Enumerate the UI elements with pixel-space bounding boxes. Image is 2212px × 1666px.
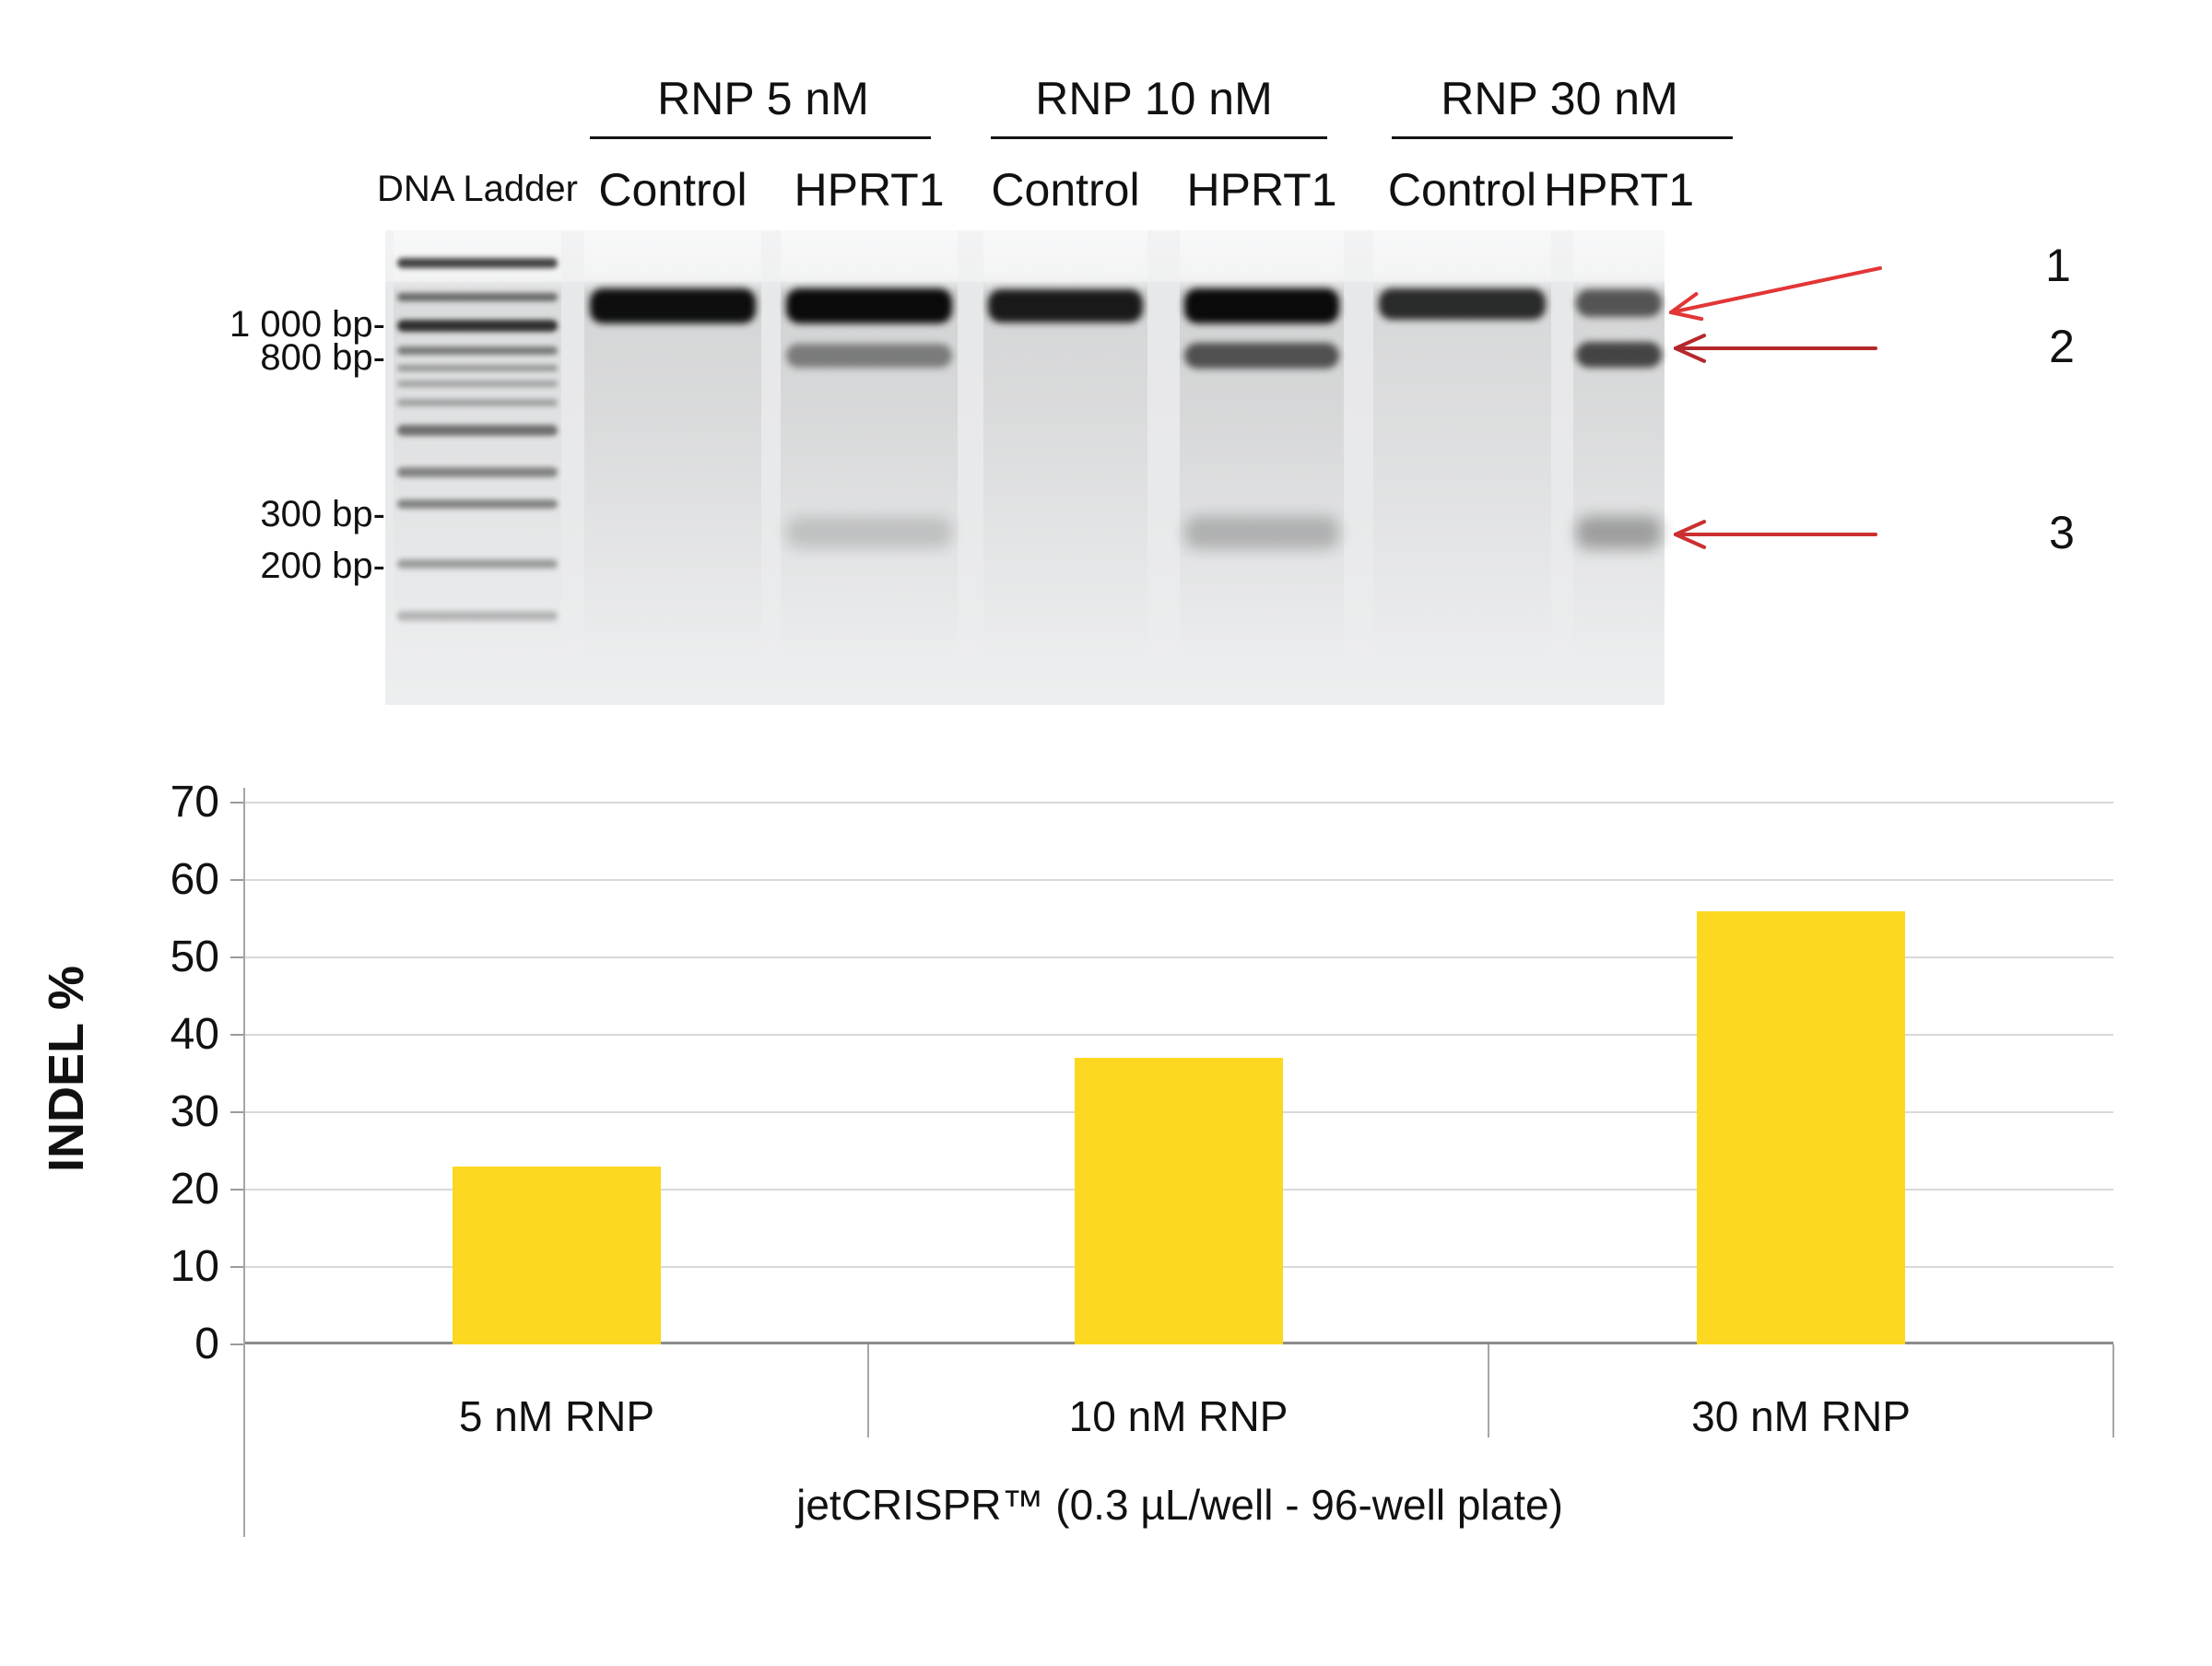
band-arrow <box>1669 311 1704 322</box>
ytick-stub-0 <box>230 1343 245 1345</box>
band-number-3: 3 <box>2049 507 2075 558</box>
ladder-band <box>396 466 559 477</box>
band-arrow <box>1674 533 1707 549</box>
category-label-1: 5 nM RNP <box>458 1392 655 1440</box>
category-label-3: 30 nM RNP <box>1691 1392 1911 1440</box>
category-label-2: 10 nM RNP <box>1068 1392 1288 1440</box>
y-axis-title: INDEL % <box>39 965 94 1173</box>
gel-lane-label-hprt1-30nm: HPRT1 <box>1543 164 1695 216</box>
band-arrow <box>1674 520 1707 536</box>
gridline-60 <box>245 879 2113 881</box>
gel-group-label: RNP 5 nM <box>657 73 869 124</box>
bar-10-nm-rnp <box>1074 1058 1283 1344</box>
gridline-40 <box>245 1034 2113 1036</box>
ladder-band <box>396 610 559 621</box>
ytick-label-70: 70 <box>170 778 219 827</box>
gel-lane-control-5nm <box>584 230 761 705</box>
gel-group-label: RNP 30 nM <box>1441 73 1678 124</box>
ytick-label-60: 60 <box>170 855 219 904</box>
dna-band <box>1575 516 1663 549</box>
gel-lane-label-control-10nm: Control <box>991 164 1140 216</box>
gridline-50 <box>245 956 2113 958</box>
dna-band <box>785 288 953 323</box>
ytick-stub-50 <box>230 956 245 958</box>
gel-group-label: RNP 10 nM <box>1035 73 1273 124</box>
gel-group-underline <box>991 136 1327 139</box>
gel-group-underline <box>590 136 931 139</box>
ladder-band <box>396 292 559 301</box>
ytick-stub-60 <box>230 879 245 881</box>
band-arrow <box>1669 266 1882 314</box>
ladder-band <box>396 380 559 387</box>
gel-lane-label-dna-ladder: DNA Ladder <box>377 169 578 209</box>
gel-lane-hprt1-5nm <box>781 230 958 705</box>
ytick-stub-70 <box>230 802 245 804</box>
dna-band <box>1184 343 1339 369</box>
dna-band <box>1575 342 1663 368</box>
band-arrow <box>1674 346 1707 363</box>
gel-lane-hprt1-10nm <box>1180 230 1344 705</box>
size-marker-1 000 bp-: 1 000 bp- <box>229 304 385 345</box>
gel-lane-label-control-30nm: Control <box>1387 164 1537 216</box>
gridline-70 <box>245 802 2113 804</box>
band-arrow <box>1669 292 1699 314</box>
ytick-label-0: 0 <box>194 1320 219 1368</box>
gel-well-strip <box>385 230 1665 282</box>
gel-lane-control-30nm <box>1373 230 1551 705</box>
category-divider-3 <box>2112 1344 2114 1437</box>
gel-image <box>385 230 1665 705</box>
gel-lane-hprt1-30nm <box>1573 230 1665 705</box>
gel-lane-label-hprt1-5nm: HPRT1 <box>794 164 945 216</box>
x-axis-title: jetCRISPR™ (0.3 µL/well - 96-well plate) <box>796 1481 1563 1529</box>
ytick-stub-20 <box>230 1189 245 1191</box>
ytick-label-40: 40 <box>170 1010 219 1059</box>
ytick-label-10: 10 <box>170 1242 219 1291</box>
gel-group-underline <box>1392 136 1733 139</box>
ytick-stub-40 <box>230 1034 245 1036</box>
ytick-stub-30 <box>230 1111 245 1113</box>
category-divider-1 <box>867 1344 869 1437</box>
ladder-band <box>396 319 559 332</box>
y-axis-line <box>243 788 245 1537</box>
category-divider-2 <box>1488 1344 1489 1437</box>
dna-band <box>1575 289 1663 317</box>
dna-band <box>1184 288 1339 323</box>
ladder-band <box>396 425 559 436</box>
dna-band <box>1184 516 1339 549</box>
ladder-band <box>396 559 559 569</box>
ladder-band <box>396 499 559 509</box>
ladder-band <box>396 346 559 355</box>
dna-band <box>785 344 953 368</box>
size-marker-800 bp-: 800 bp- <box>260 337 385 378</box>
band-arrow <box>1674 334 1707 350</box>
gel-lane-dna-ladder <box>394 230 561 705</box>
dna-band <box>988 289 1143 323</box>
ytick-stub-10 <box>230 1266 245 1268</box>
size-marker-200 bp-: 200 bp- <box>260 546 385 586</box>
ytick-label-20: 20 <box>170 1165 219 1214</box>
bar-5-nm-rnp <box>453 1166 661 1344</box>
dna-band <box>589 288 757 323</box>
gel-lane-label-hprt1-10nm: HPRT1 <box>1186 164 1337 216</box>
dna-band <box>785 517 953 548</box>
ytick-label-50: 50 <box>170 933 219 981</box>
ladder-band <box>396 399 559 406</box>
band-number-2: 2 <box>2049 321 2075 372</box>
band-number-1: 1 <box>2045 240 2071 291</box>
gel-lane-label-control-5nm: Control <box>598 164 747 216</box>
gel-lane-control-10nm <box>983 230 1147 705</box>
ladder-band <box>396 364 559 371</box>
ytick-label-30: 30 <box>170 1087 219 1136</box>
dna-band <box>1378 288 1547 320</box>
bar-30-nm-rnp <box>1697 910 1905 1344</box>
size-marker-300 bp-: 300 bp- <box>260 494 385 534</box>
ladder-band <box>396 257 559 268</box>
